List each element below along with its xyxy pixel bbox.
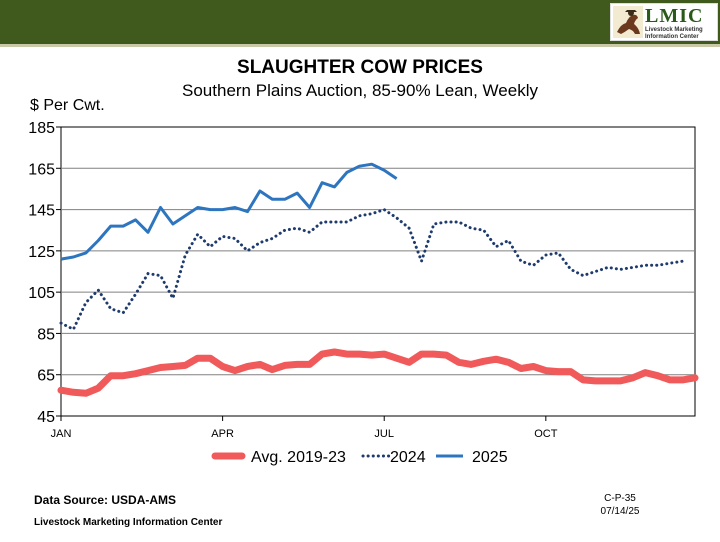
data-source: Data Source: USDA-AMS xyxy=(34,493,177,507)
x-tick-label: JAN xyxy=(51,428,72,440)
legend-label-avg: Avg. 2019-23 xyxy=(251,449,346,466)
y-tick-label: 65 xyxy=(37,368,55,385)
cowboy-emblem-icon xyxy=(613,6,643,38)
y-tick-label: 185 xyxy=(28,120,55,137)
y-tick-label: 105 xyxy=(28,285,55,302)
chart-title: SLAUGHTER COW PRICES xyxy=(237,57,483,78)
plot-area xyxy=(60,126,696,417)
organization-name: Livestock Marketing Information Center xyxy=(34,517,223,528)
logo-name: LMIC xyxy=(645,5,704,27)
y-tick-label: 45 xyxy=(37,409,55,426)
y-axis-label: $ Per Cwt. xyxy=(30,97,105,114)
chart-date: 07/14/25 xyxy=(600,506,640,517)
x-tick-label: APR xyxy=(211,428,234,440)
series-line-2024 xyxy=(59,207,685,332)
logo-line2: Information Center xyxy=(645,34,699,40)
chart-code: C-P-35 xyxy=(604,493,636,504)
x-tick-label: OCT xyxy=(534,428,558,440)
series-line-2025 xyxy=(60,162,398,261)
y-tick-label: 165 xyxy=(28,161,55,178)
y-tick-label: 145 xyxy=(28,203,55,220)
series-line-avg xyxy=(57,348,699,397)
lmic-logo: LMIC Livestock Marketing Information Cen… xyxy=(610,3,718,41)
legend-label-2024: 2024 xyxy=(390,449,426,466)
chart-subtitle: Southern Plains Auction, 85-90% Lean, We… xyxy=(182,81,538,100)
header-banner xyxy=(0,0,720,44)
x-tick-label: JUL xyxy=(374,428,394,440)
price-chart: 45 65 85 105 125 145 165 185 JAN APR JUL OCT Avg. 20… xyxy=(28,120,699,466)
y-tick-label: 85 xyxy=(37,326,55,343)
legend-label-2025: 2025 xyxy=(472,449,508,466)
logo-line1: Livestock Marketing xyxy=(645,27,703,33)
y-tick-label: 125 xyxy=(28,244,55,261)
header-divider xyxy=(0,44,720,47)
